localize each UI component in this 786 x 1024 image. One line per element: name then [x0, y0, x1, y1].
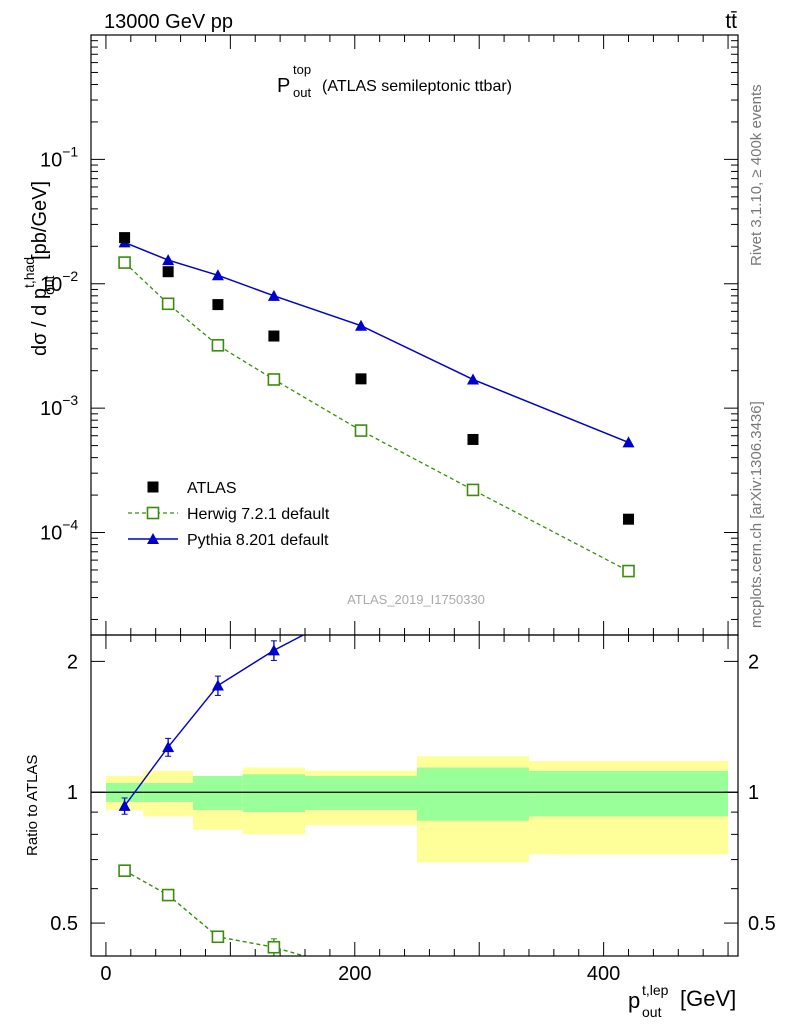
ratio-axis-ticks: 0 200 400 0.5 0.5 1 1 2 2 [50, 635, 776, 985]
header-process-label: tt̄ [725, 10, 737, 33]
ratio-y-tick-label-right: 0.5 [748, 913, 776, 935]
ratio-x-tick-label: 200 [338, 963, 371, 985]
legend-herwig-marker [146, 506, 160, 520]
atlas-point [623, 513, 635, 525]
pythia-line [124, 241, 629, 444]
ratio-y-axis-label: Ratio to ATLAS [24, 755, 41, 856]
pythia-point [162, 254, 175, 266]
ratio-y-tick-label-left: 0.5 [50, 913, 78, 935]
analysis-id-label: ATLAS_2019_I1750330 [347, 592, 485, 607]
pythia-point [622, 436, 635, 448]
ratio-pythia-point [211, 679, 224, 691]
ratio-x-tick-label: 0 [100, 963, 111, 985]
pythia-point [211, 269, 224, 281]
ratio-band-inner [242, 774, 306, 813]
legend-label: Herwig 7.2.1 default [187, 506, 330, 523]
atlas-point [268, 330, 280, 342]
ratio-panel-frame [90, 634, 739, 957]
legend-atlas-marker [147, 481, 159, 493]
ratio-band-inner [305, 775, 417, 811]
legend-pythia-marker [147, 533, 159, 544]
ratio-uncertainty-bands [91, 756, 738, 863]
ratio-x-tick-label: 400 [587, 963, 620, 985]
atlas-point [212, 299, 224, 311]
ratio-herwig-line [124, 870, 307, 956]
atlas-point [162, 266, 174, 278]
pythia-point [267, 289, 280, 301]
herwig-point [118, 256, 131, 269]
main-y-tick-label: 10−4 [40, 517, 78, 545]
xlabel-sup: t,lep [642, 982, 669, 998]
herwig-point [622, 564, 635, 578]
legend-label: Pythia 8.201 default [187, 532, 329, 549]
ratio-pythia-point [118, 799, 131, 811]
ratio-y-tick-label-left: 2 [67, 651, 78, 673]
header-energy-label: 13000 GeV pp [104, 11, 233, 33]
ratio-y-tick-label-right: 2 [748, 651, 759, 673]
mcplots-label: mcplots.cern.ch [arXiv:1306.3436] [748, 401, 765, 628]
main-y-tick-label: 10−3 [40, 392, 78, 420]
plot-title-rest: (ATLAS semileptonic ttbar) [322, 78, 512, 95]
ratio-y-tick-label-right: 1 [748, 782, 759, 804]
main-y-axis-label: dσ / d pt,had out [pb/GeV] [21, 181, 57, 356]
main-axis-ticks: 10−1 10−2 10−3 10−4 [40, 34, 738, 635]
xlabel-sub: out [642, 1004, 662, 1020]
herwig-point [267, 373, 281, 386]
ylabel-sup: t,had [21, 257, 37, 288]
herwig-point [211, 339, 225, 352]
ratio-herwig-point [161, 888, 175, 902]
pythia-point [466, 373, 479, 385]
ratio-band-inner [416, 767, 529, 821]
xlabel-pre: p [628, 988, 640, 1013]
ylabel-post: [pb/GeV] [29, 181, 51, 266]
ratio-pythia-point [162, 741, 175, 753]
rivet-version-label: Rivet 3.1.10, ≥ 400k events [748, 84, 765, 266]
ratio-herwig-point [118, 864, 131, 877]
atlas-point [467, 433, 479, 445]
x-axis-label: p t,lep out [GeV] [628, 982, 736, 1020]
plot-title-main: P [277, 75, 290, 97]
atlas-point [119, 232, 131, 244]
main-y-tick-label: 10−2 [40, 268, 78, 296]
main-series-marks [118, 232, 635, 578]
herwig-point [161, 297, 175, 311]
plot-title: P top out (ATLAS semileptonic ttbar) [277, 62, 512, 100]
ratio-pythia-point [267, 644, 280, 656]
legend: ATLAS Herwig 7.2.1 default Pythia 8.201 de… [128, 480, 330, 549]
plot-title-sup: top [293, 62, 311, 77]
ylabel-sub: out [41, 275, 57, 295]
ratio-herwig-point [267, 940, 281, 954]
herwig-point [354, 424, 368, 437]
atlas-point [355, 373, 367, 385]
ratio-band-inner [528, 770, 729, 817]
legend-label: ATLAS [187, 480, 237, 497]
ratio-band-inner [193, 775, 243, 811]
ratio-y-tick-label-left: 1 [67, 782, 78, 804]
main-y-tick-label: 10−1 [40, 143, 78, 171]
herwig-point [466, 483, 480, 497]
ylabel-pre: dσ / d p [29, 288, 51, 356]
ratio-herwig-point [211, 930, 225, 944]
herwig-line [124, 262, 629, 572]
pythia-point [354, 319, 367, 331]
plot-title-sub: out [293, 85, 311, 100]
xlabel-post: [GeV] [680, 986, 736, 1011]
